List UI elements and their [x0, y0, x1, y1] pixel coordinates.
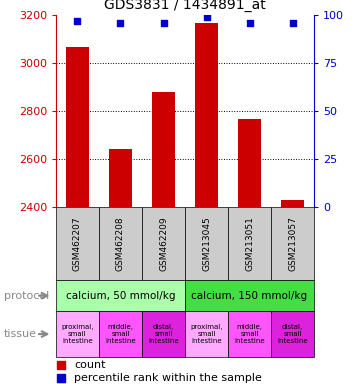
Point: [247, 20, 252, 26]
Bar: [56, 311, 99, 357]
Bar: [142, 207, 185, 280]
Text: GSM213057: GSM213057: [288, 217, 297, 271]
Text: count: count: [74, 360, 105, 370]
Bar: [142, 311, 185, 357]
Point: [161, 20, 166, 26]
Text: calcium, 150 mmol/kg: calcium, 150 mmol/kg: [191, 291, 308, 301]
Bar: [281, 200, 304, 207]
Point: [204, 14, 209, 20]
Title: GDS3831 / 1434891_at: GDS3831 / 1434891_at: [104, 0, 266, 12]
Bar: [185, 207, 228, 280]
Text: calcium, 50 mmol/kg: calcium, 50 mmol/kg: [66, 291, 175, 301]
Bar: [152, 92, 175, 207]
Bar: [228, 311, 271, 357]
Text: proximal,
small
intestine: proximal, small intestine: [61, 324, 94, 344]
Text: distal,
small
intestine: distal, small intestine: [148, 324, 179, 344]
Bar: [99, 207, 142, 280]
Text: GSM462209: GSM462209: [159, 217, 168, 271]
Bar: [56, 280, 185, 311]
Text: GSM462208: GSM462208: [116, 217, 125, 271]
Text: protocol: protocol: [4, 291, 49, 301]
Bar: [271, 207, 314, 280]
Text: GSM462207: GSM462207: [73, 217, 82, 271]
Text: proximal,
small
intestine: proximal, small intestine: [190, 324, 223, 344]
Bar: [99, 311, 142, 357]
Text: percentile rank within the sample: percentile rank within the sample: [74, 373, 262, 383]
Bar: [185, 311, 228, 357]
Bar: [195, 23, 218, 207]
Text: middle,
small
intestine: middle, small intestine: [105, 324, 136, 344]
Text: middle,
small
intestine: middle, small intestine: [234, 324, 265, 344]
Bar: [238, 119, 261, 207]
Bar: [66, 46, 89, 207]
Bar: [109, 149, 132, 207]
Text: GSM213045: GSM213045: [202, 217, 211, 271]
Bar: [271, 311, 314, 357]
Bar: [56, 207, 99, 280]
Point: [75, 18, 81, 24]
Bar: [185, 280, 314, 311]
Point: [58, 362, 64, 368]
Bar: [228, 207, 271, 280]
Point: [118, 20, 123, 26]
Text: distal,
small
intestine: distal, small intestine: [277, 324, 308, 344]
Point: [58, 375, 64, 381]
Text: GSM213051: GSM213051: [245, 217, 254, 271]
Point: [290, 20, 295, 26]
Text: tissue: tissue: [4, 329, 36, 339]
